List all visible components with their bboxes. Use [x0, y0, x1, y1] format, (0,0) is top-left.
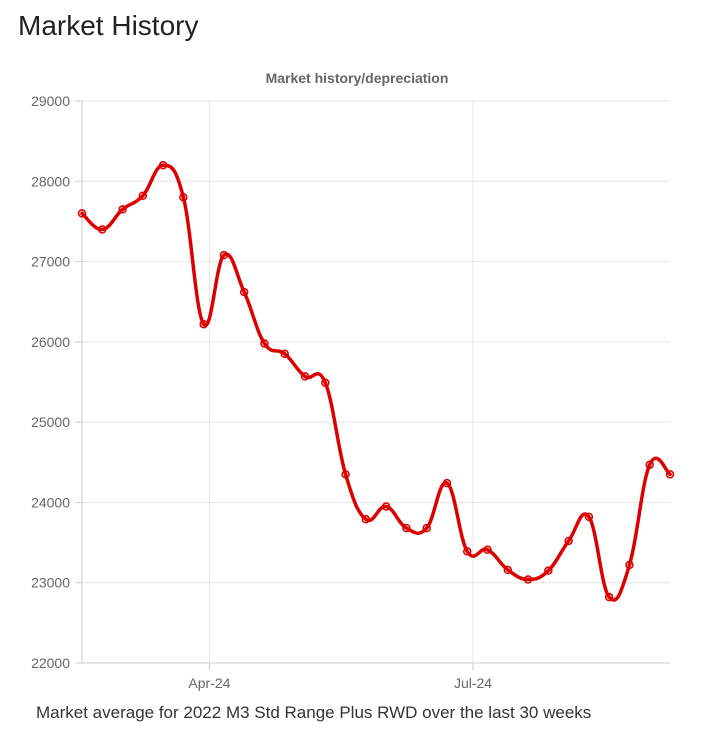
y-tick-label: 27000	[31, 254, 70, 270]
data-point[interactable]	[138, 191, 148, 200]
data-point[interactable]	[98, 225, 107, 234]
data-point[interactable]	[280, 349, 290, 359]
y-axis-ticks: 22000 23000 24000 25000 26000 27000 28000 29000	[31, 93, 82, 671]
data-point[interactable]	[77, 209, 87, 218]
data-point[interactable]	[219, 250, 229, 260]
chart-svg: Market history/depreciation 22000 23000 24…	[31, 70, 675, 691]
data-point[interactable]	[503, 565, 513, 575]
data-point[interactable]	[665, 470, 675, 479]
data-point[interactable]	[381, 502, 391, 511]
data-point[interactable]	[584, 512, 594, 522]
data-point[interactable]	[158, 160, 168, 170]
data-point[interactable]	[361, 515, 371, 524]
chart-title: Market history/depreciation	[266, 70, 449, 86]
data-point[interactable]	[199, 319, 208, 329]
chart-series	[77, 160, 675, 602]
x-tick-label: Jul-24	[454, 675, 492, 691]
y-tick-label: 29000	[31, 93, 70, 109]
data-point[interactable]	[239, 287, 249, 297]
y-tick-label: 24000	[31, 494, 70, 510]
data-point[interactable]	[300, 372, 310, 381]
y-tick-label: 25000	[31, 414, 70, 430]
data-point[interactable]	[179, 193, 188, 202]
data-point[interactable]	[483, 545, 492, 555]
data-point[interactable]	[523, 575, 533, 584]
data-point[interactable]	[118, 205, 127, 214]
data-point[interactable]	[462, 547, 472, 556]
chart-caption: Market average for 2022 M3 Std Range Plu…	[36, 703, 592, 722]
data-point[interactable]	[645, 460, 654, 469]
market-history-chart: Market history/depreciation 22000 23000 24…	[0, 58, 720, 698]
data-point[interactable]	[442, 478, 452, 488]
y-tick-label: 28000	[31, 173, 70, 189]
y-tick-label: 22000	[31, 655, 70, 671]
series-line	[80, 163, 672, 602]
x-axis-ticks: Apr-24 Jul-24	[188, 663, 492, 691]
data-point[interactable]	[402, 523, 411, 533]
data-point[interactable]	[604, 592, 614, 602]
chart-grid	[81, 100, 670, 664]
y-tick-label: 23000	[31, 575, 70, 591]
data-point[interactable]	[422, 523, 431, 533]
data-point[interactable]	[625, 560, 634, 570]
data-point[interactable]	[321, 378, 330, 388]
page-title: Market History	[18, 10, 199, 41]
x-tick-label: Apr-24	[188, 675, 230, 691]
data-point[interactable]	[341, 470, 350, 479]
data-point[interactable]	[544, 566, 553, 575]
data-point[interactable]	[260, 339, 269, 348]
data-point[interactable]	[564, 536, 573, 546]
y-tick-label: 26000	[31, 334, 70, 350]
